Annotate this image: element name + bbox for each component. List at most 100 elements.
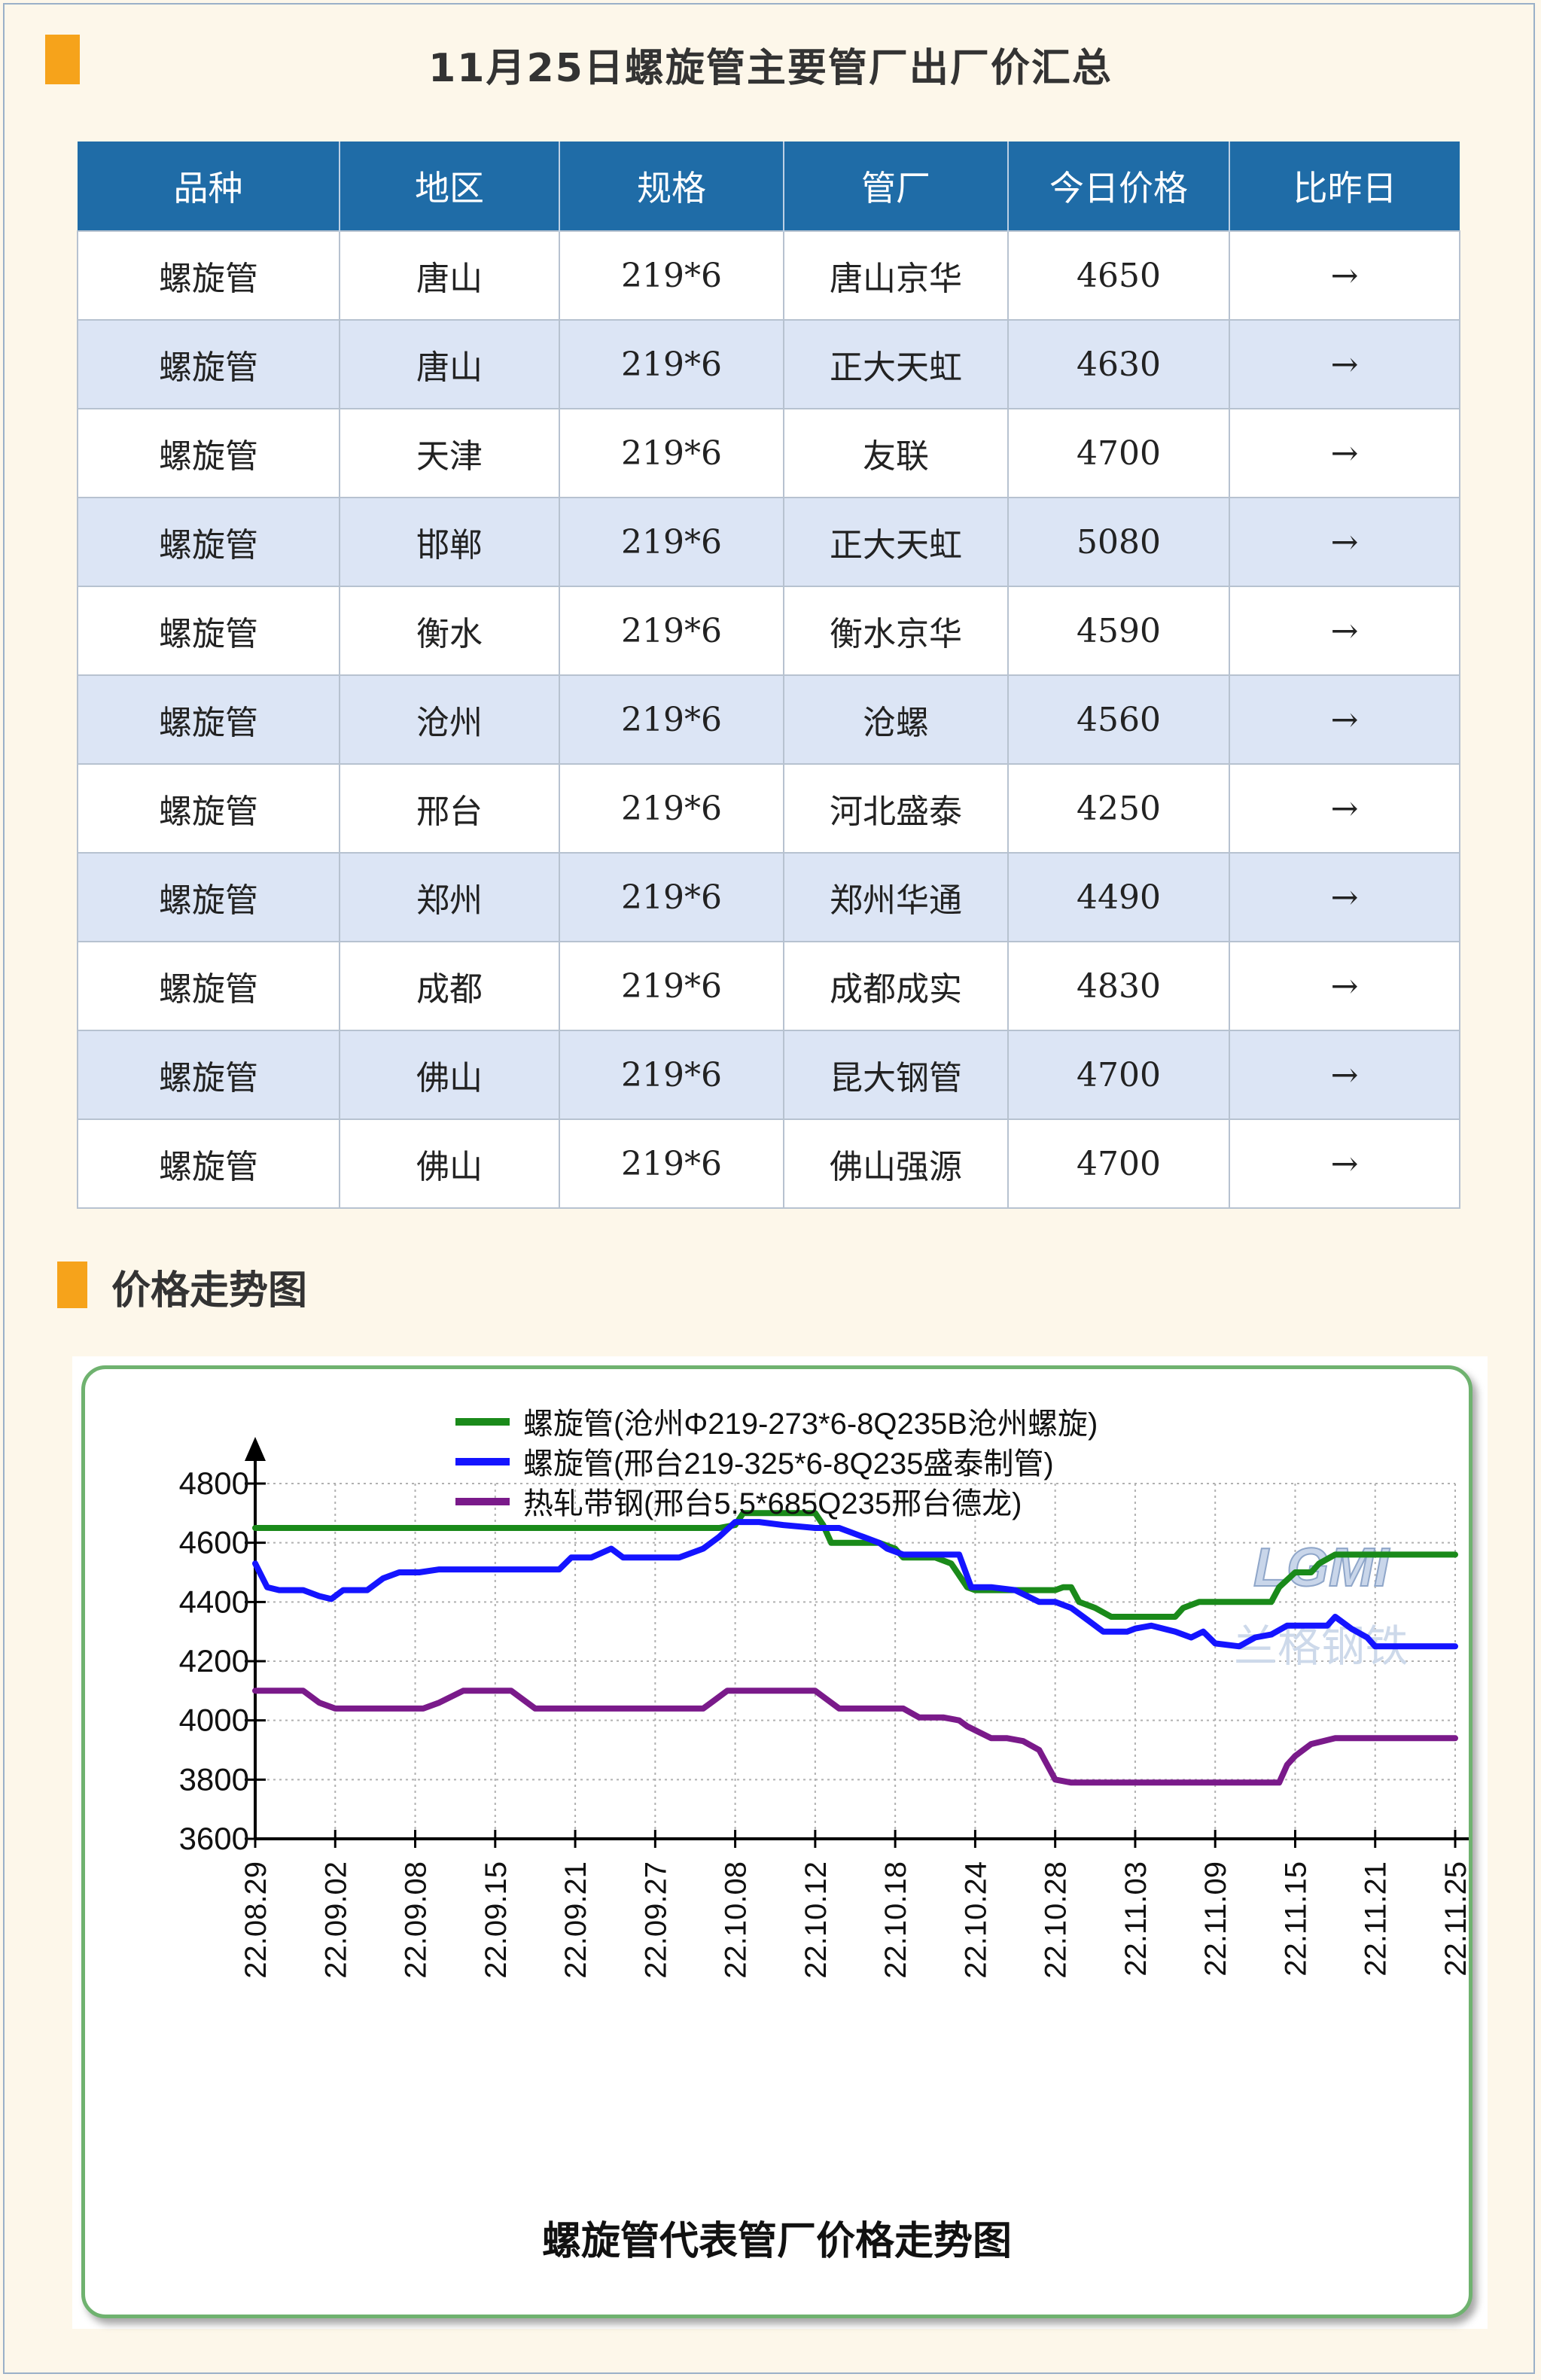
x-tick-label: 22.11.03 bbox=[1119, 1861, 1153, 1977]
table-row: 螺旋管 邯郸 219*6 正大天虹 5080 → bbox=[77, 497, 1460, 587]
x-tick-label: 22.11.21 bbox=[1360, 1861, 1393, 1977]
x-tick-label: 22.10.08 bbox=[720, 1861, 753, 1979]
cell-spec: 219*6 bbox=[559, 674, 784, 765]
cell-variety: 螺旋管 bbox=[77, 852, 340, 942]
cell-spec: 219*6 bbox=[559, 1030, 784, 1120]
cell-region: 邯郸 bbox=[339, 497, 560, 587]
trend-arrow-icon: → bbox=[1229, 408, 1460, 498]
trend-arrow-icon: → bbox=[1229, 941, 1460, 1031]
cell-region: 唐山 bbox=[339, 319, 560, 409]
cell-variety: 螺旋管 bbox=[77, 1030, 340, 1120]
trend-arrow-icon: → bbox=[1229, 852, 1460, 942]
chart-container: 4800 4600 4400 4200 4000 3800 3600 22.08.29 22.0… bbox=[72, 1356, 1499, 2329]
trend-arrow-icon: → bbox=[1229, 586, 1460, 676]
trend-arrow-icon: → bbox=[1229, 497, 1460, 587]
table-row: 螺旋管 佛山 219*6 昆大钢管 4700 → bbox=[77, 1030, 1460, 1120]
cell-price: 4700 bbox=[1007, 1030, 1230, 1120]
cell-mill: 郑州华通 bbox=[783, 852, 1009, 942]
x-tick-label: 22.09.27 bbox=[639, 1861, 672, 1979]
cell-spec: 219*6 bbox=[559, 230, 784, 321]
cell-variety: 螺旋管 bbox=[77, 408, 340, 498]
cell-spec: 219*6 bbox=[559, 319, 784, 409]
legend-label-1: 螺旋管(沧州Φ219-273*6-8Q235B沧州螺旋) bbox=[523, 1408, 1098, 1441]
table-row: 螺旋管 衡水 219*6 衡水京华 4590 → bbox=[77, 586, 1460, 676]
cell-variety: 螺旋管 bbox=[77, 319, 340, 409]
cell-region: 沧州 bbox=[339, 674, 560, 765]
cell-region: 佛山 bbox=[339, 1030, 560, 1120]
cell-price: 5080 bbox=[1007, 497, 1230, 587]
cell-spec: 219*6 bbox=[559, 1118, 784, 1209]
chart-frame: 4800 4600 4400 4200 4000 3800 3600 22.08.29 22.0… bbox=[81, 1365, 1499, 2318]
cell-spec: 219*6 bbox=[559, 852, 784, 942]
cell-variety: 螺旋管 bbox=[77, 674, 340, 765]
series-line-2 bbox=[252, 1519, 1458, 1650]
cell-variety: 螺旋管 bbox=[77, 1118, 340, 1209]
page-title: 11月25日螺旋管主要管厂出厂价汇总 bbox=[428, 46, 1113, 91]
column-header-mill: 管厂 bbox=[784, 142, 1009, 231]
price-table: 品种 地区 规格 管厂 今日价格 比昨日 螺旋管 唐山 219*6 唐山京华 4650 → 螺旋管 唐山… bbox=[77, 142, 1460, 1209]
y-tick-label: 4400 bbox=[179, 1584, 249, 1619]
title-accent-bar bbox=[45, 35, 80, 84]
price-trend-chart: 4800 4600 4400 4200 4000 3800 3600 22.08.29 22.0… bbox=[179, 1408, 1499, 2263]
cell-price: 4650 bbox=[1007, 230, 1230, 321]
x-tick-label: 22.08.29 bbox=[239, 1861, 273, 1979]
y-tick-label: 4600 bbox=[179, 1525, 249, 1560]
trend-section-title: 价格走势图 bbox=[111, 1268, 308, 1313]
cell-price: 4590 bbox=[1007, 586, 1230, 676]
x-tick-label: 22.11.25 bbox=[1439, 1861, 1469, 1977]
cell-variety: 螺旋管 bbox=[77, 230, 340, 321]
cell-region: 唐山 bbox=[339, 230, 560, 321]
table-row: 螺旋管 天津 219*6 友联 4700 → bbox=[77, 408, 1460, 498]
y-tick-label: 3600 bbox=[179, 1821, 249, 1856]
x-tick-label: 22.09.08 bbox=[400, 1861, 433, 1979]
cell-region: 天津 bbox=[339, 408, 560, 498]
trend-arrow-icon: → bbox=[1229, 674, 1460, 765]
cell-variety: 螺旋管 bbox=[77, 763, 340, 854]
table-row: 螺旋管 邢台 219*6 河北盛泰 4250 → bbox=[77, 763, 1460, 854]
cell-price: 4560 bbox=[1007, 674, 1230, 765]
page-frame bbox=[3, 3, 1535, 2374]
x-tick-label: 22.11.15 bbox=[1279, 1861, 1312, 1977]
table-header-row: 品种 地区 规格 管厂 今日价格 比昨日 bbox=[78, 142, 1460, 231]
y-tick-label: 4800 bbox=[179, 1465, 249, 1501]
chart-caption: 螺旋管代表管厂价格走势图 bbox=[542, 2220, 1012, 2263]
x-tick-label: 22.10.28 bbox=[1040, 1861, 1073, 1979]
cell-mill: 唐山京华 bbox=[783, 230, 1009, 321]
cell-region: 成都 bbox=[339, 941, 560, 1031]
cell-mill: 成都成实 bbox=[783, 941, 1009, 1031]
table-row: 螺旋管 唐山 219*6 正大天虹 4630 → bbox=[77, 319, 1460, 409]
table-body: 螺旋管 唐山 219*6 唐山京华 4650 → 螺旋管 唐山 219*6 正大天虹 4630 → 螺旋… bbox=[77, 230, 1460, 1209]
x-tick-label: 22.10.18 bbox=[879, 1861, 912, 1979]
cell-region: 衡水 bbox=[339, 586, 560, 676]
cell-region: 佛山 bbox=[339, 1118, 560, 1209]
legend-label-3: 热轧带钢(邢台5.5*685Q235邢台德龙) bbox=[523, 1487, 1022, 1520]
cell-spec: 219*6 bbox=[559, 941, 784, 1031]
cell-price: 4250 bbox=[1007, 763, 1230, 854]
x-tick-label: 22.10.12 bbox=[799, 1861, 833, 1979]
cell-spec: 219*6 bbox=[559, 408, 784, 498]
cell-mill: 沧螺 bbox=[783, 674, 1009, 765]
x-tick-label: 22.09.21 bbox=[559, 1861, 592, 1979]
cell-price: 4630 bbox=[1007, 319, 1230, 409]
x-tick-label: 22.09.02 bbox=[319, 1861, 352, 1979]
cell-spec: 219*6 bbox=[559, 497, 784, 587]
table-row: 螺旋管 成都 219*6 成都成实 4830 → bbox=[77, 941, 1460, 1031]
y-tick-label: 3800 bbox=[179, 1761, 249, 1797]
trend-arrow-icon: → bbox=[1229, 230, 1460, 321]
cell-price: 4700 bbox=[1007, 408, 1230, 498]
cell-mill: 正大天虹 bbox=[783, 319, 1009, 409]
trend-accent-bar bbox=[57, 1262, 87, 1308]
x-tick-label: 22.11.09 bbox=[1199, 1861, 1232, 1977]
cell-mill: 衡水京华 bbox=[783, 586, 1009, 676]
cell-price: 4490 bbox=[1007, 852, 1230, 942]
y-axis-arrow-icon bbox=[245, 1437, 266, 1461]
cell-mill: 佛山强源 bbox=[783, 1118, 1009, 1209]
trend-arrow-icon: → bbox=[1229, 1118, 1460, 1209]
series-line-1 bbox=[252, 1510, 1458, 1620]
cell-spec: 219*6 bbox=[559, 763, 784, 854]
y-tick-label: 4200 bbox=[179, 1643, 249, 1678]
y-tick-label: 4000 bbox=[179, 1703, 249, 1738]
trend-arrow-icon: → bbox=[1229, 763, 1460, 854]
cell-region: 郑州 bbox=[339, 852, 560, 942]
series-line-3 bbox=[252, 1688, 1458, 1786]
